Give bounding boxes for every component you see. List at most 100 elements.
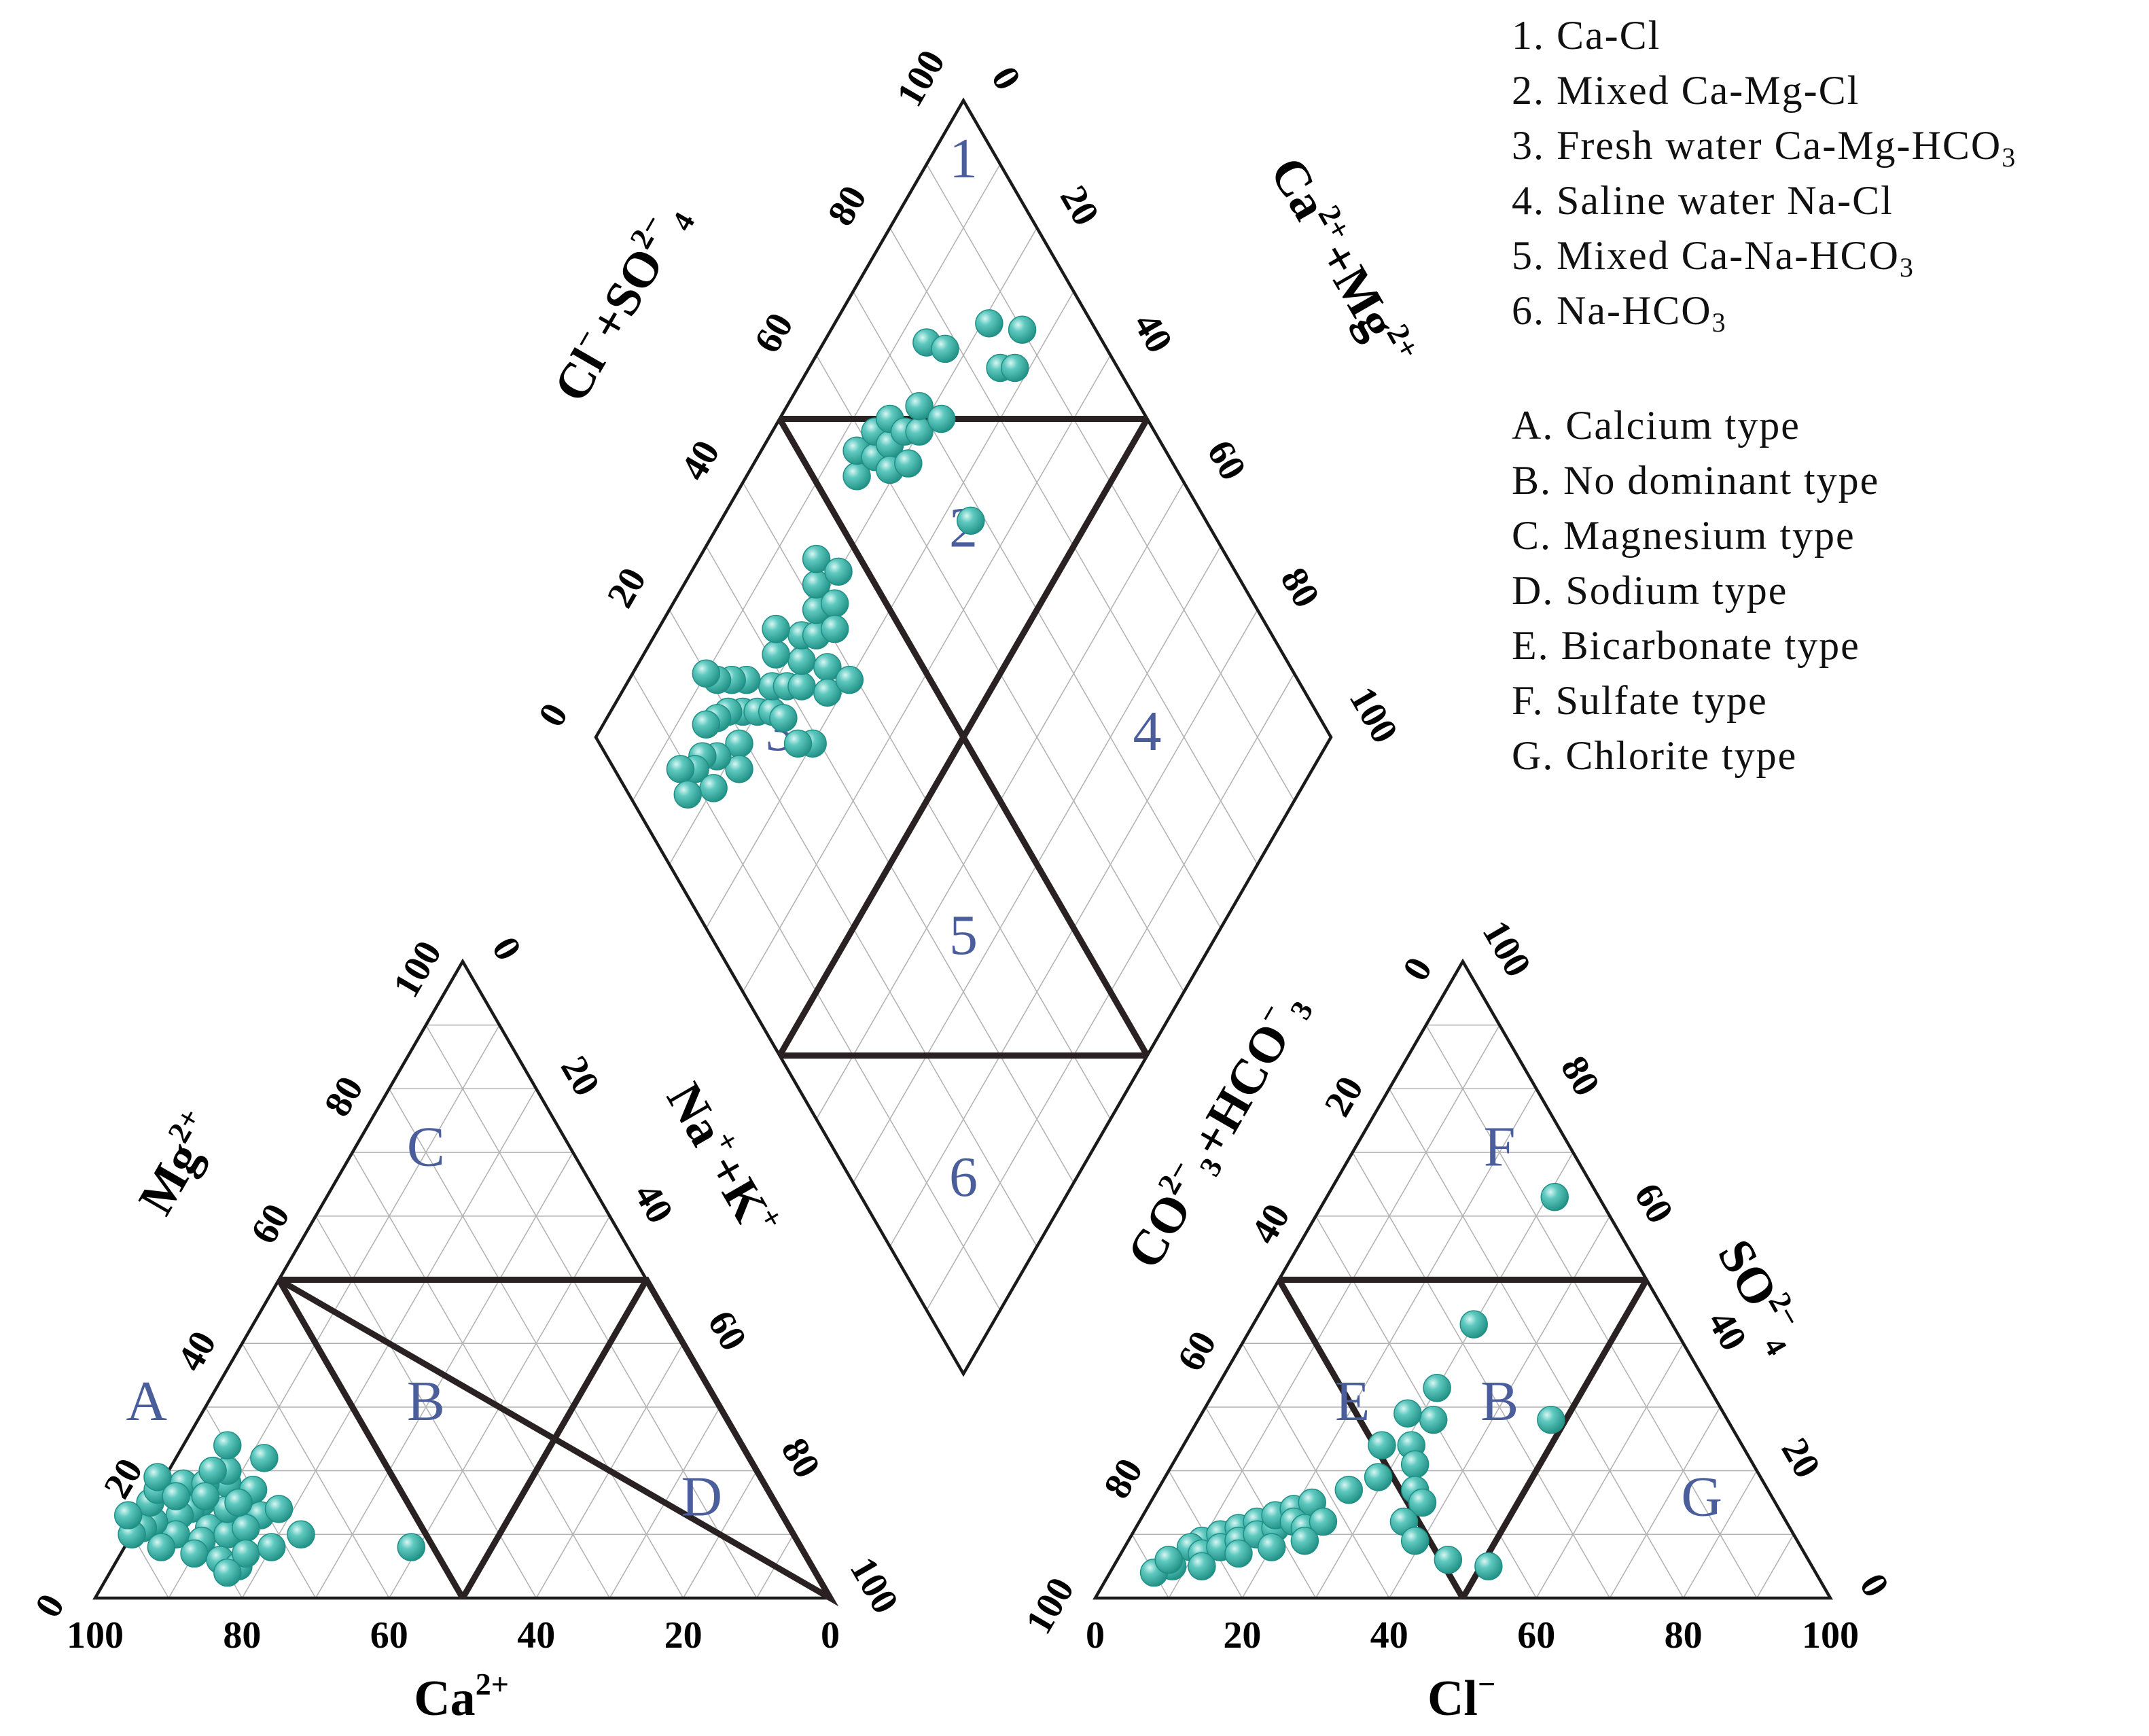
diamond-point: [1008, 315, 1037, 344]
cation-region-label: D: [681, 1466, 722, 1529]
cation-region-label: B: [407, 1370, 445, 1433]
cation-point: [191, 1482, 220, 1510]
cation-na-tick: 40: [626, 1176, 681, 1230]
cation-point: [257, 1533, 286, 1561]
diamond-clso4-tick: 20: [599, 561, 655, 615]
legend-hydro-type: G. Chlorite type: [1512, 733, 1797, 778]
anion-region-label: B: [1480, 1370, 1518, 1433]
anion-point: [1290, 1526, 1319, 1555]
diamond-point: [783, 729, 813, 758]
cation-point: [143, 1463, 172, 1491]
diamond-point: [957, 506, 985, 535]
anion-point: [1423, 1374, 1451, 1402]
cation-ca-axis-label: Ca2+: [414, 1667, 512, 1726]
cation-point: [147, 1533, 176, 1561]
cation-ca-tick: 80: [223, 1614, 261, 1657]
anion-point: [1459, 1310, 1488, 1339]
anion-point: [1364, 1463, 1393, 1491]
data-points: [113, 309, 1569, 1587]
cation-na-tick: 100: [842, 1551, 907, 1621]
anion-point: [1393, 1399, 1422, 1428]
diamond-clso4-tick: 60: [746, 306, 802, 360]
cation-boundary-left: [276, 1278, 465, 1600]
diamond-camg-tick: 60: [1198, 433, 1254, 488]
diamond-point: [787, 646, 816, 675]
anion-cl-tick: 60: [1517, 1614, 1555, 1657]
cation-region-label: A: [126, 1370, 167, 1433]
anion-point: [1257, 1533, 1286, 1561]
diamond-clso4-tick: 0: [531, 696, 577, 734]
anion-cl-tick: 100: [1802, 1614, 1859, 1657]
anion-co3-tick: 80: [1096, 1451, 1152, 1506]
legend-water-type: 2. Mixed Ca-Mg-Cl: [1512, 68, 1860, 113]
legend-water-type: 4. Saline water Na-Cl: [1512, 178, 1894, 223]
diamond-clso4-tick: 40: [673, 433, 728, 488]
anion-co3-tick: 100: [1018, 1571, 1083, 1642]
anion-boundary-right: [1460, 1278, 1650, 1600]
classification-boundaries: [276, 415, 1650, 1607]
diamond-camg-tick: 80: [1272, 561, 1328, 615]
anion-so4-tick: 60: [1626, 1176, 1682, 1230]
cation-point: [224, 1488, 253, 1517]
anion-cl-tick: 20: [1223, 1614, 1261, 1657]
anion-co3-tick: 20: [1316, 1069, 1372, 1124]
anion-point: [1188, 1552, 1216, 1580]
legend-water-type: 5. Mixed Ca-Na-HCO3: [1512, 233, 1915, 283]
cation-point: [162, 1482, 190, 1510]
anion-point: [1368, 1431, 1396, 1459]
legend-hydro-type: C. Magnesium type: [1512, 513, 1855, 558]
anion-cl-axis-label: Cl−: [1427, 1667, 1498, 1726]
cation-mg-tick: 80: [316, 1069, 372, 1124]
diamond-point: [769, 704, 798, 732]
cation-na-tick: 0: [484, 930, 530, 968]
cation-region-label: C: [407, 1115, 445, 1178]
cation-na-tick: 60: [699, 1304, 755, 1358]
anion-co3-tick: 40: [1243, 1197, 1298, 1251]
diamond-point: [666, 755, 695, 783]
diamond-clso4-tick: 100: [889, 43, 954, 113]
anion-region-label: G: [1681, 1466, 1722, 1529]
legend-water-type: 6. Na-HCO3: [1512, 288, 1727, 338]
cation-ca-tick: 60: [370, 1614, 408, 1657]
anion-region-label: F: [1484, 1115, 1516, 1178]
anion-point: [1408, 1488, 1437, 1517]
legend-hydro-type: D. Sodium type: [1512, 568, 1788, 613]
diamond-point: [1000, 353, 1029, 383]
cation-ca-tick: 100: [67, 1614, 124, 1657]
cation-ca-tick: 0: [821, 1614, 840, 1657]
axis-labels: Ca2+ Mg2+ Cl− SO2− 4 Cl− +SO2− 4 Ca2+ +M…: [128, 146, 1809, 1726]
cation-point: [180, 1539, 209, 1568]
cation-ca-tick: 20: [664, 1614, 703, 1657]
diamond-camg-axis-label: Ca2+ +Mg2+: [1259, 146, 1428, 380]
diamond-frame: [594, 97, 1333, 1377]
diamond-point: [820, 614, 849, 643]
legend-hydro-type: A. Calcium type: [1512, 403, 1800, 448]
cation-point: [113, 1501, 143, 1529]
legend-water-type: 1. Ca-Cl: [1512, 13, 1660, 58]
diamond-point: [975, 309, 1004, 338]
cation-mg-tick: 100: [385, 934, 450, 1005]
diamond-point: [787, 672, 816, 701]
diamond-point: [802, 544, 831, 573]
diamond-camg-tick: 100: [1341, 680, 1406, 751]
diamond-camg-tick: 40: [1125, 306, 1181, 360]
anion-point: [1434, 1546, 1463, 1574]
diamond-boundary-diag-b: [777, 417, 1150, 1057]
cation-na-tick: 80: [772, 1431, 828, 1485]
legend-water-type: 3. Fresh water Ca-Mg-HCO3: [1512, 123, 2017, 173]
anion-point: [1540, 1182, 1569, 1211]
diamond-clso4-axis-label: Cl− +SO2− 4: [539, 190, 703, 412]
anion-point: [1224, 1539, 1253, 1568]
anion-so4-tick: 0: [1851, 1567, 1898, 1604]
diamond-point: [824, 557, 853, 586]
diamond-point: [894, 449, 923, 478]
cation-point: [213, 1558, 242, 1587]
cation-mg-tick: 40: [169, 1324, 225, 1379]
legend-hydro-type: E. Bicarbonate type: [1512, 623, 1860, 668]
cation-point: [232, 1514, 260, 1542]
cation-boundary-right: [460, 1278, 650, 1600]
diamond-camg-tick: 0: [983, 60, 1029, 97]
diamond-point: [813, 678, 842, 707]
diamond-point: [820, 589, 849, 618]
